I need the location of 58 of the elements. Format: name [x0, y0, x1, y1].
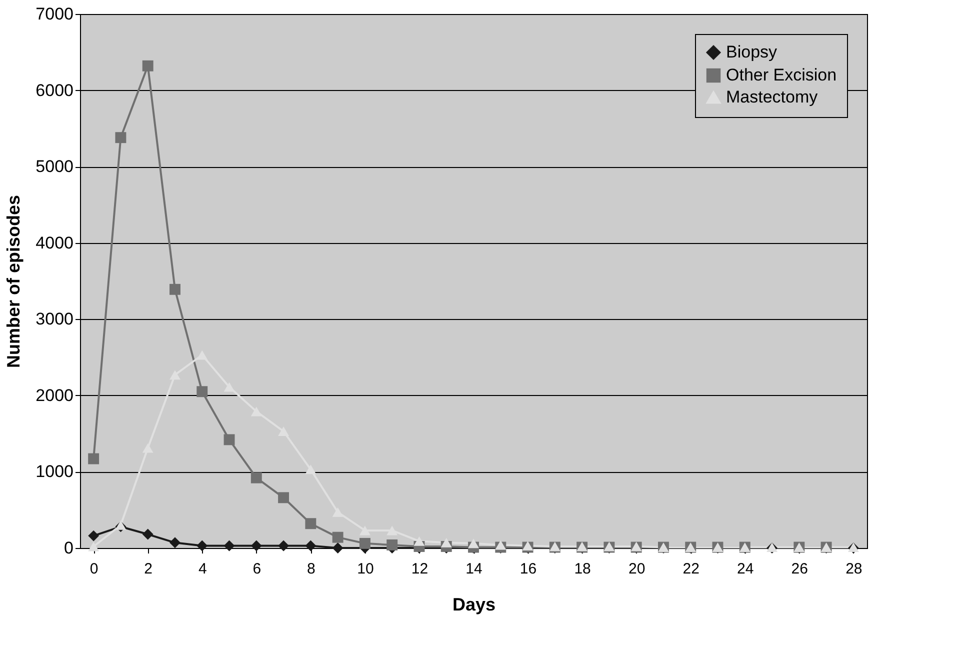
point: [278, 540, 290, 552]
point: [440, 538, 452, 548]
x-tick-label: 22: [682, 560, 700, 578]
point: [359, 538, 370, 549]
x-tick-label: 4: [198, 560, 207, 578]
point: [278, 492, 290, 504]
x-tick-label: 2: [144, 560, 153, 578]
y-tick-label: 6000: [36, 80, 74, 100]
point: [196, 386, 208, 398]
point: [250, 540, 262, 552]
x-tick-label: 16: [520, 560, 537, 578]
point: [305, 540, 316, 552]
point: [196, 350, 208, 360]
point: [522, 540, 534, 550]
point: [495, 540, 506, 550]
point: [224, 434, 235, 446]
y-axis-title: Number of episodes: [4, 194, 24, 368]
x-tick-label: 24: [737, 560, 754, 578]
x-tick-label: 10: [357, 560, 374, 578]
x-tick-label: 6: [252, 560, 262, 578]
x-tick-label: 0: [90, 560, 98, 578]
y-tick-label: 4000: [36, 233, 74, 252]
y-tick-label: 3000: [36, 310, 74, 329]
point: [88, 542, 100, 552]
point: [88, 530, 100, 542]
point: [170, 284, 180, 295]
y-tick-label: 0: [64, 538, 74, 558]
legend-label: Mastectomy: [726, 88, 818, 106]
point: [170, 537, 180, 548]
point: [305, 464, 316, 474]
point: [88, 453, 100, 464]
point: [414, 536, 425, 546]
x-tick-label: 14: [466, 560, 482, 578]
y-tick-label: 1000: [36, 462, 74, 482]
legend-label: Other Excision: [726, 66, 837, 84]
x-tick-label: 8: [307, 560, 316, 578]
point: [468, 538, 479, 548]
x-tick-label: 18: [574, 560, 591, 578]
point: [115, 520, 126, 530]
point: [142, 528, 154, 540]
point: [196, 540, 208, 552]
x-tick-label: 26: [791, 560, 808, 578]
y-tick-label: 7000: [36, 4, 74, 24]
x-axis-title: Days: [452, 594, 496, 614]
x-tick-label: 20: [628, 560, 646, 578]
y-tick-label: 5000: [36, 157, 74, 176]
point: [386, 539, 398, 550]
point: [305, 518, 316, 530]
point: [142, 60, 154, 72]
x-tick-label: 28: [846, 560, 862, 578]
y-tick-label: 2000: [36, 386, 74, 405]
legend-label: Biopsy: [726, 42, 778, 62]
point: [115, 132, 126, 144]
point: [250, 472, 262, 484]
point: [332, 542, 344, 554]
point: [224, 540, 235, 552]
point: [332, 532, 344, 543]
x-tick-label: 12: [411, 560, 428, 578]
